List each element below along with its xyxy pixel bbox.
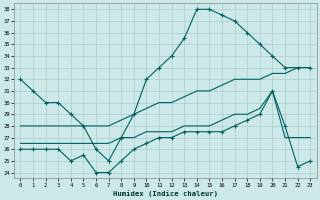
X-axis label: Humidex (Indice chaleur): Humidex (Indice chaleur) xyxy=(113,190,218,197)
